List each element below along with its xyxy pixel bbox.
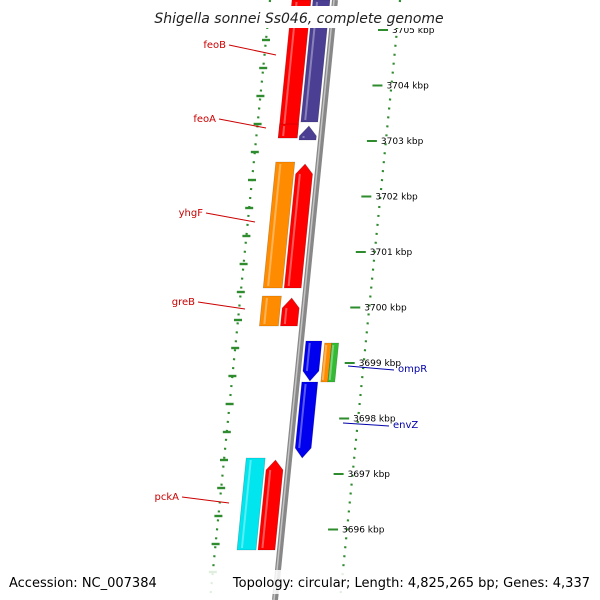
scale-label: 3704 kbp bbox=[386, 82, 429, 92]
scale-label: 3696 kbp bbox=[342, 526, 385, 536]
gene-ompR-segment-highlight bbox=[305, 342, 311, 372]
gene-label-text: ompR bbox=[398, 364, 427, 375]
gene-yhgF-segment bbox=[283, 163, 313, 289]
gene-label-text: yhgF bbox=[179, 208, 204, 219]
label-ompR: ompR bbox=[347, 364, 427, 375]
gene-envZ bbox=[294, 381, 319, 459]
scale-label: 3699 kbp bbox=[359, 359, 402, 369]
gene-ompR-segment bbox=[327, 342, 340, 383]
gene-envZ-segment-highlight bbox=[298, 383, 307, 449]
gene-greB-segment bbox=[280, 297, 300, 327]
leader-line bbox=[218, 118, 267, 129]
gene-ompR-segment-highlight bbox=[321, 344, 328, 381]
leader-line bbox=[347, 365, 395, 371]
map-title: Shigella sonnei Ss046, complete genome bbox=[154, 11, 443, 27]
gene-greB-segment-highlight bbox=[283, 307, 288, 325]
gene-ompR bbox=[302, 340, 340, 383]
gene-feoA-segment bbox=[277, 123, 299, 139]
leader-line bbox=[197, 301, 246, 310]
scale-label: 3701 kbp bbox=[370, 248, 413, 258]
gene-label-text: feoA bbox=[193, 114, 216, 125]
gene-labels: feoB feoA yhgF greB ompR envZ pckA bbox=[155, 40, 427, 504]
gene-pckA-segment bbox=[236, 457, 266, 551]
scale-label: 3705 kbp bbox=[392, 26, 435, 36]
gene-feoA-segment bbox=[298, 125, 317, 141]
leader-line bbox=[342, 422, 390, 427]
label-feoA: feoA bbox=[193, 114, 267, 129]
inner-dotted-ring bbox=[208, 0, 272, 600]
gene-pckA-segment-highlight bbox=[261, 469, 272, 549]
label-feoB: feoB bbox=[203, 40, 277, 56]
gene-label-text: pckA bbox=[155, 492, 180, 503]
leader-line bbox=[205, 212, 256, 223]
gene-pckA-segment-highlight bbox=[240, 459, 252, 549]
gene-envZ-segment bbox=[294, 381, 319, 459]
gene-label-text: greB bbox=[172, 297, 195, 308]
scale-label: 3698 kbp bbox=[353, 415, 396, 425]
gene-greB-segment-highlight bbox=[263, 297, 268, 325]
label-yhgF: yhgF bbox=[179, 208, 256, 223]
label-greB: greB bbox=[172, 297, 246, 310]
scale-label: 3697 kbp bbox=[348, 470, 391, 480]
topology-label: Topology: circular; Length: 4,825,265 bp… bbox=[232, 576, 590, 591]
gene-feoA bbox=[277, 123, 317, 141]
scale-label: 3700 kbp bbox=[364, 304, 407, 314]
gene-yhgF-segment-highlight bbox=[267, 163, 282, 287]
gene-pckA bbox=[236, 457, 284, 551]
footer-background bbox=[0, 570, 600, 594]
gene-feoB-segment bbox=[300, 0, 331, 123]
scale-label: 3703 kbp bbox=[381, 137, 424, 147]
gene-ompR-segment bbox=[302, 340, 323, 382]
gene-features bbox=[236, 0, 340, 551]
title-background bbox=[150, 6, 450, 28]
gene-feoA-segment-highlight bbox=[282, 125, 286, 137]
gene-yhgF-segment bbox=[262, 161, 296, 289]
label-envZ: envZ bbox=[342, 420, 418, 431]
scale-label: 3702 kbp bbox=[375, 193, 418, 203]
gene-label-text: feoB bbox=[203, 40, 226, 51]
backbone-line bbox=[272, 0, 338, 600]
gene-label-text: envZ bbox=[393, 420, 418, 431]
gene-greB bbox=[259, 295, 300, 327]
gene-yhgF-segment-highlight bbox=[287, 173, 301, 287]
accession-label: Accession: NC_007384 bbox=[9, 576, 157, 591]
gene-greB-segment bbox=[259, 295, 282, 327]
scale-ring: 3705 kbp 3704 kbp 3703 kbp 3702 kbp 3701 kbp… bbox=[328, 26, 435, 536]
label-pckA: pckA bbox=[155, 492, 230, 504]
gene-yhgF bbox=[262, 161, 313, 289]
leader-line bbox=[181, 496, 230, 504]
genome-backbone bbox=[272, 0, 338, 600]
outer-dotted-ring bbox=[338, 0, 402, 600]
gene-pckA-segment bbox=[257, 459, 284, 551]
gene-ompR-segment-highlight bbox=[328, 344, 335, 381]
tick-dot-rings bbox=[208, 0, 402, 600]
backbone-highlight bbox=[273, 0, 335, 600]
leader-line bbox=[228, 44, 277, 56]
